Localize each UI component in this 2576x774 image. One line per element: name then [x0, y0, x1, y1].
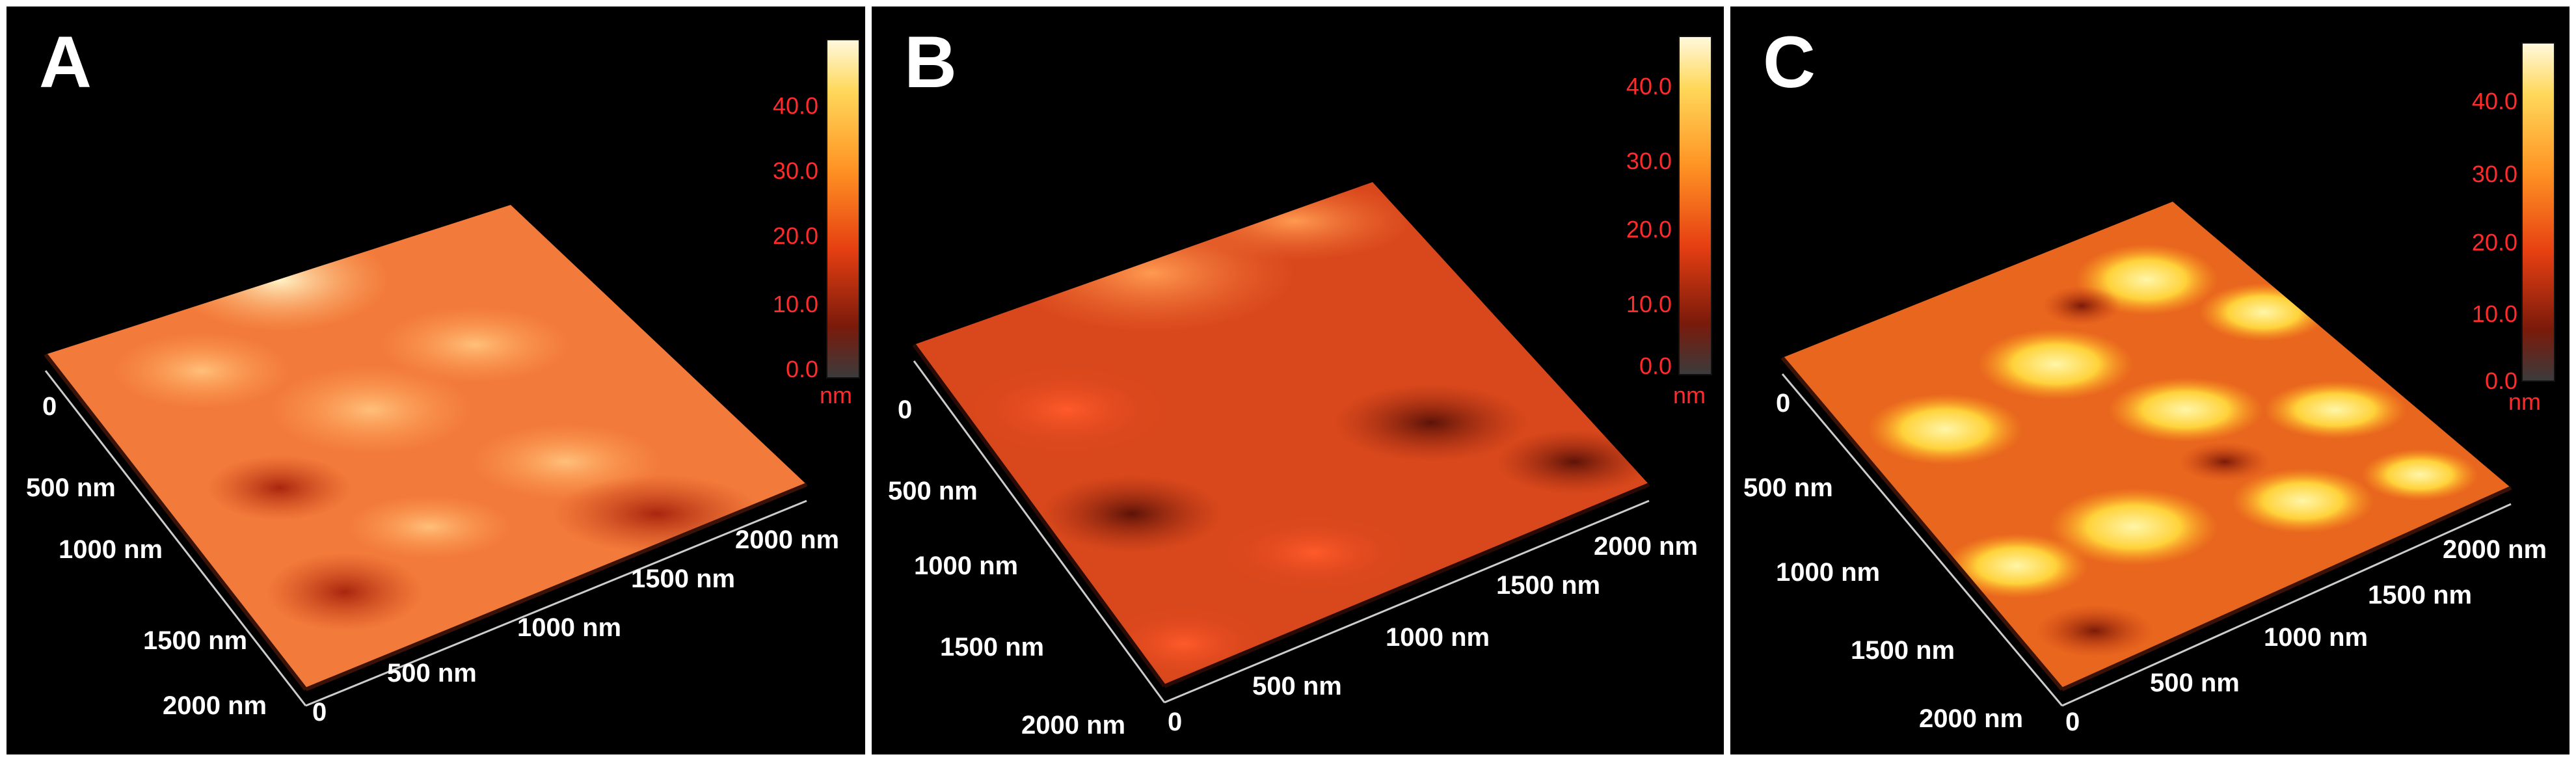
panel-letter: C — [1763, 21, 1816, 103]
afm-panel-b: B 40.0 30.0 20.0 10.0 0.0 nm 0 500 nm 10… — [872, 7, 1724, 754]
colorbar-tick: 40.0 — [2471, 88, 2517, 114]
bottom-axis-tick: 500 nm — [387, 659, 477, 687]
colorbar-tick: 10.0 — [1626, 291, 1672, 317]
left-axis-tick: 1000 nm — [59, 535, 163, 564]
colorbar-tick: 40.0 — [1626, 73, 1672, 100]
colorbar-tick: 0.0 — [785, 356, 818, 382]
panel-letter: B — [904, 21, 957, 103]
bottom-axis-tick: 1500 nm — [2368, 581, 2473, 609]
left-axis-tick: 0 — [898, 395, 913, 424]
colorbar-tick: 10.0 — [772, 291, 818, 317]
colorbar-tick: 20.0 — [772, 222, 818, 249]
bottom-axis-tick: 1500 nm — [631, 565, 736, 593]
afm-surface-a — [44, 205, 808, 707]
bottom-axis-tick: 2000 nm — [735, 526, 840, 554]
left-axis-tick: 1500 nm — [143, 626, 248, 655]
bottom-axis-line — [305, 500, 807, 707]
bottom-axis-line — [2061, 503, 2512, 707]
colorbar-tick: 30.0 — [1626, 148, 1672, 174]
bottom-axis-tick: 0 — [2065, 708, 2080, 736]
left-axis-line — [1781, 373, 2063, 706]
afm-panel-a: A 40.0 30.0 20.0 10.0 0.0 nm 0 500 nm 10… — [7, 7, 865, 754]
left-axis-line — [913, 360, 1166, 703]
left-axis-tick: 1000 nm — [914, 552, 1019, 580]
left-axis-tick: 0 — [42, 392, 57, 421]
left-axis-tick: 0 — [1776, 389, 1791, 418]
left-axis-tick: 1500 nm — [1851, 636, 1955, 665]
afm-surface-c — [1780, 202, 2512, 707]
bottom-axis-tick: 1000 nm — [1386, 623, 1490, 652]
surface-bottom-edge — [1163, 483, 1650, 688]
left-axis-line — [44, 370, 307, 706]
bottom-axis-tick: 2000 nm — [1594, 532, 1698, 561]
surface-left-edge — [44, 353, 308, 691]
left-axis-tick: 500 nm — [888, 477, 978, 505]
colorbar — [1678, 36, 1712, 375]
bottom-axis-tick: 500 nm — [1252, 672, 1342, 701]
bottom-axis-tick: 1000 nm — [517, 613, 622, 642]
left-axis-tick: 2000 nm — [1021, 711, 1126, 740]
surface-bottom-edge — [2061, 486, 2512, 691]
left-axis-tick: 2000 nm — [1919, 704, 2024, 733]
colorbar — [2521, 42, 2555, 382]
panel-letter: A — [39, 21, 92, 103]
colorbar-unit: nm — [2508, 388, 2542, 415]
left-axis-tick: 1000 nm — [1776, 558, 1881, 587]
left-axis-tick: 500 nm — [1743, 474, 1833, 502]
surface-left-edge — [912, 343, 1166, 687]
afm-panel-c: C 40.0 30.0 20.0 10.0 0.0 nm 0 500 nm 10… — [1730, 7, 2569, 754]
bottom-axis-tick: 2000 nm — [2443, 535, 2547, 564]
bottom-axis-tick: 0 — [1168, 708, 1183, 736]
colorbar-tick: 0.0 — [1639, 353, 1672, 379]
colorbar-unit: nm — [820, 382, 853, 408]
colorbar-tick: 20.0 — [2471, 229, 2517, 256]
colorbar-tick: 20.0 — [1626, 216, 1672, 243]
bottom-axis-tick: 1000 nm — [2264, 623, 2368, 652]
left-axis-tick: 1500 nm — [940, 633, 1045, 661]
colorbar-tick: 30.0 — [772, 157, 818, 184]
surface-bottom-edge — [304, 483, 808, 691]
surface-left-edge — [1780, 356, 2064, 691]
bottom-axis-tick: 1500 nm — [1496, 571, 1601, 600]
colorbar-unit: nm — [1673, 382, 1706, 408]
colorbar-tick: 40.0 — [772, 92, 818, 119]
colorbar-tick: 30.0 — [2471, 161, 2517, 187]
bottom-axis-tick: 500 nm — [2150, 669, 2240, 697]
colorbar-tick: 10.0 — [2471, 300, 2517, 327]
colorbar-tick: 0.0 — [2484, 367, 2517, 394]
bottom-axis-line — [1164, 500, 1650, 704]
colorbar — [826, 39, 860, 379]
bottom-axis-tick: 0 — [312, 698, 327, 727]
afm-surface-b — [912, 182, 1650, 704]
left-axis-tick: 2000 nm — [163, 691, 267, 720]
left-axis-tick: 500 nm — [26, 474, 116, 502]
